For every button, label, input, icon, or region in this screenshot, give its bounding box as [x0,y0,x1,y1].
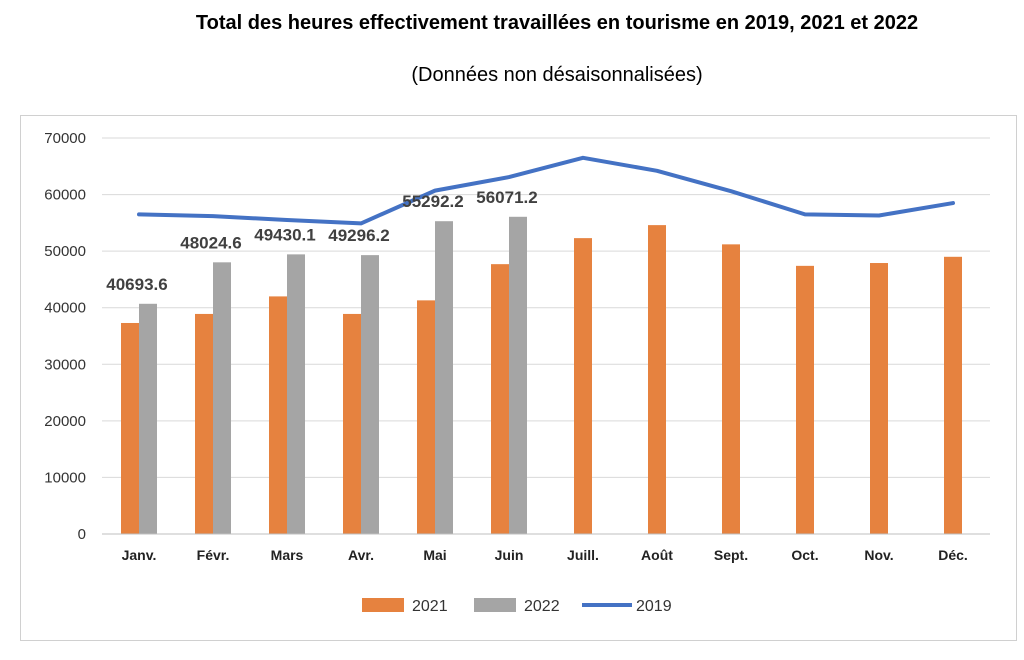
bar-2022 [435,221,453,534]
chart-frame [20,115,1017,641]
bar-2021 [121,322,139,534]
x-tick-label: Déc. [938,547,968,563]
x-tick-label: Mai [423,547,446,563]
chart-title: Total des heures effectivement travaillé… [195,12,919,34]
bar-2021 [722,244,740,534]
chart-subtitle: (Données non désaisonnalisées) [411,64,703,86]
x-tick-label: Nov. [864,547,893,563]
data-label-2022: 55292.2 [402,192,463,211]
legend-label: 2022 [524,598,560,615]
x-tick-label: Juill. [567,547,599,563]
bar-2021 [343,313,361,534]
bar-2021 [491,264,509,534]
x-tick-label: Juin [495,547,524,563]
bar-2021 [574,238,592,535]
y-tick-label: 60000 [44,187,86,204]
data-label-2022: 48024.6 [180,233,241,252]
bar-2022 [213,262,231,534]
y-tick-label: 50000 [44,243,86,260]
bar-2021 [648,225,666,534]
line-2019 [137,155,955,226]
bar-2021 [944,256,962,534]
y-tick-label: 20000 [44,413,86,430]
x-tick-label: Août [641,547,673,563]
bar-2021 [195,313,213,534]
y-tick-label: 10000 [44,469,86,486]
x-tick-label: Mars [271,547,304,563]
y-tick-label: 30000 [44,356,86,373]
legend-label: 2019 [636,598,672,615]
bar-2021 [796,265,814,534]
legend-label: 2021 [412,598,448,615]
bar-2021 [870,263,888,534]
data-label-2022: 40693.6 [106,275,167,294]
bar-2022 [509,216,527,534]
x-tick-label: Sept. [714,547,748,563]
bar-2022 [361,255,379,534]
x-tick-label: Oct. [791,547,818,563]
x-tick-label: Févr. [197,547,230,563]
legend-swatch [362,598,404,612]
y-tick-label: 0 [78,526,86,543]
data-label-2022: 56071.2 [476,188,537,207]
x-tick-label: Janv. [122,547,157,563]
bar-2022 [287,254,305,534]
bar-2021 [269,296,287,534]
data-label-2022: 49430.1 [254,225,315,244]
legend-swatch [474,598,516,612]
y-tick-label: 70000 [44,130,86,147]
bar-2021 [417,300,435,534]
bar-2022 [139,303,157,534]
x-tick-label: Avr. [348,547,374,563]
data-label-2022: 49296.2 [328,226,389,245]
y-tick-label: 40000 [44,300,86,317]
